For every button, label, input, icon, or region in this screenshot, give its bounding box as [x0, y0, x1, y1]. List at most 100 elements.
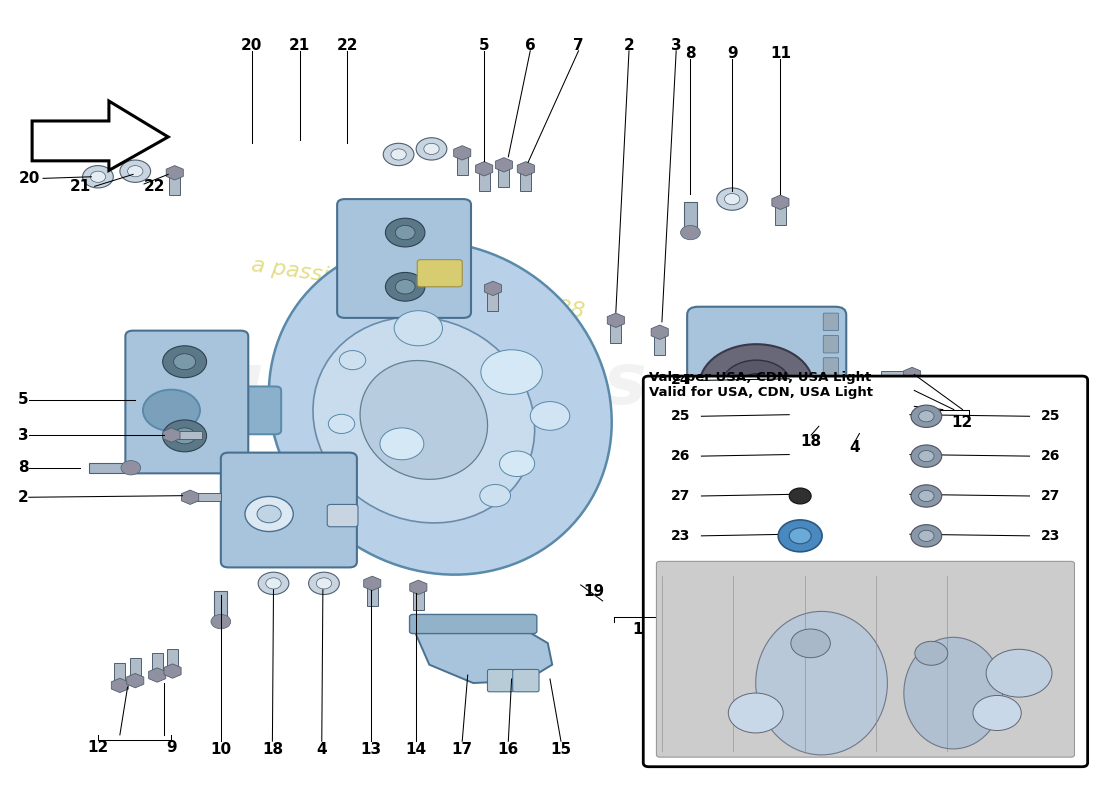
- Text: 7: 7: [573, 38, 584, 53]
- Polygon shape: [495, 158, 513, 172]
- FancyBboxPatch shape: [417, 260, 462, 286]
- Text: 18: 18: [262, 742, 283, 757]
- Polygon shape: [130, 658, 141, 681]
- Circle shape: [379, 428, 424, 460]
- Polygon shape: [111, 678, 129, 693]
- FancyBboxPatch shape: [823, 335, 838, 353]
- Text: 6: 6: [525, 38, 536, 53]
- Text: 16: 16: [497, 742, 519, 757]
- Polygon shape: [498, 165, 509, 187]
- Polygon shape: [792, 409, 808, 423]
- FancyBboxPatch shape: [409, 614, 537, 634]
- Circle shape: [385, 218, 425, 247]
- Circle shape: [499, 451, 535, 477]
- Polygon shape: [684, 202, 697, 233]
- Polygon shape: [654, 332, 666, 354]
- Polygon shape: [520, 169, 531, 191]
- Polygon shape: [190, 494, 221, 502]
- Text: 18: 18: [801, 434, 822, 449]
- Polygon shape: [214, 591, 228, 622]
- Circle shape: [394, 310, 442, 346]
- Text: 24: 24: [671, 374, 690, 387]
- Polygon shape: [881, 370, 912, 378]
- Circle shape: [915, 642, 948, 666]
- Polygon shape: [164, 664, 182, 678]
- Circle shape: [911, 485, 942, 507]
- Text: 2: 2: [624, 38, 635, 53]
- Text: 21: 21: [70, 179, 91, 194]
- Polygon shape: [453, 146, 471, 160]
- Polygon shape: [903, 399, 921, 414]
- Circle shape: [844, 425, 875, 447]
- Text: 9: 9: [166, 740, 177, 755]
- Circle shape: [143, 390, 200, 431]
- Circle shape: [174, 354, 196, 370]
- Text: 13: 13: [361, 742, 382, 757]
- Circle shape: [789, 528, 811, 544]
- Circle shape: [424, 143, 439, 154]
- Text: 9: 9: [727, 46, 737, 61]
- Circle shape: [918, 490, 934, 502]
- Polygon shape: [792, 449, 808, 463]
- Circle shape: [395, 280, 415, 294]
- Polygon shape: [364, 576, 381, 590]
- Polygon shape: [903, 383, 921, 398]
- Circle shape: [90, 171, 106, 182]
- FancyBboxPatch shape: [166, 386, 282, 434]
- Circle shape: [974, 695, 1021, 730]
- Text: 4: 4: [849, 440, 860, 455]
- Circle shape: [395, 226, 415, 240]
- FancyBboxPatch shape: [328, 505, 358, 526]
- Circle shape: [804, 417, 835, 439]
- Text: 27: 27: [1041, 489, 1060, 503]
- Text: 4: 4: [317, 742, 327, 757]
- Text: 1: 1: [632, 622, 644, 637]
- Circle shape: [120, 160, 151, 182]
- Circle shape: [722, 360, 791, 411]
- Circle shape: [128, 166, 143, 177]
- Circle shape: [918, 450, 934, 462]
- Circle shape: [385, 273, 425, 301]
- Circle shape: [791, 629, 830, 658]
- Polygon shape: [148, 668, 166, 682]
- Polygon shape: [169, 173, 180, 195]
- Circle shape: [174, 428, 196, 444]
- Polygon shape: [410, 580, 427, 594]
- Circle shape: [911, 405, 942, 427]
- Polygon shape: [456, 153, 468, 175]
- FancyBboxPatch shape: [513, 670, 539, 692]
- Circle shape: [530, 402, 570, 430]
- FancyBboxPatch shape: [823, 402, 838, 420]
- Text: 26: 26: [671, 449, 690, 463]
- Circle shape: [309, 572, 339, 594]
- Text: 14: 14: [406, 742, 427, 757]
- Text: 11: 11: [770, 46, 791, 61]
- Circle shape: [740, 374, 772, 398]
- Polygon shape: [794, 416, 805, 438]
- Polygon shape: [126, 674, 144, 688]
- Polygon shape: [412, 587, 424, 610]
- Polygon shape: [881, 402, 912, 410]
- Ellipse shape: [268, 242, 612, 574]
- Polygon shape: [651, 325, 669, 339]
- Circle shape: [329, 414, 354, 434]
- Circle shape: [257, 506, 282, 522]
- Circle shape: [911, 525, 942, 547]
- Polygon shape: [475, 162, 493, 176]
- Polygon shape: [607, 313, 625, 327]
- Circle shape: [918, 410, 934, 422]
- Text: 5: 5: [19, 393, 29, 407]
- Polygon shape: [32, 101, 168, 170]
- FancyBboxPatch shape: [823, 358, 838, 375]
- Polygon shape: [487, 288, 498, 310]
- Polygon shape: [881, 386, 912, 394]
- Polygon shape: [114, 663, 125, 686]
- Text: 12: 12: [950, 415, 972, 430]
- Circle shape: [986, 650, 1052, 697]
- Ellipse shape: [360, 361, 487, 479]
- Text: 12: 12: [87, 740, 109, 755]
- Polygon shape: [412, 615, 552, 683]
- Polygon shape: [172, 431, 202, 439]
- Text: 2: 2: [18, 490, 29, 505]
- Circle shape: [82, 166, 113, 188]
